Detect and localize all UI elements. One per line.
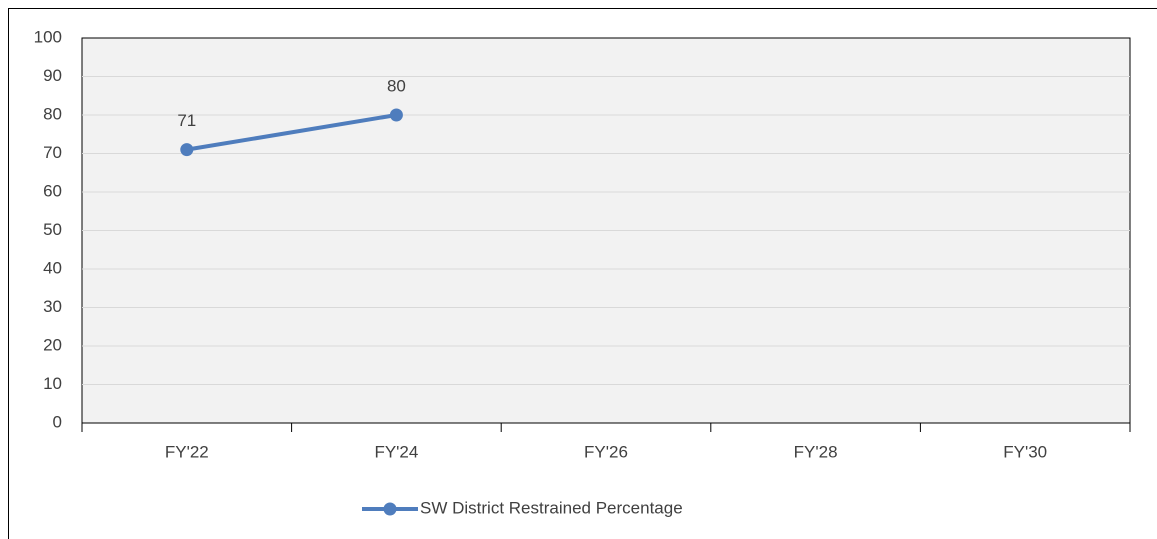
data-label: 71 [177,111,196,130]
x-tick-label: FY'26 [584,442,628,461]
data-label: 80 [387,76,406,95]
y-tick-label: 100 [34,27,62,46]
legend-label: SW District Restrained Percentage [420,498,683,517]
y-tick-label: 50 [43,220,62,239]
x-tick-label: FY'28 [794,442,838,461]
y-tick-label: 20 [43,335,62,354]
y-tick-label: 80 [43,104,62,123]
series-line [186,113,397,152]
y-tick-label: 90 [43,66,62,85]
y-tick-label: 0 [53,412,62,431]
x-tick-label: FY'22 [165,442,209,461]
y-tick-label: 60 [43,181,62,200]
legend-marker [383,502,397,516]
y-tick-label: 10 [43,374,62,393]
x-tick-label: FY'24 [374,442,418,461]
data-point [389,108,403,122]
y-tick-label: 30 [43,297,62,316]
y-tick-label: 40 [43,258,62,277]
data-point [180,143,194,157]
chart-frame [8,8,1157,539]
x-tick-label: FY'30 [1003,442,1047,461]
y-tick-label: 70 [43,143,62,162]
